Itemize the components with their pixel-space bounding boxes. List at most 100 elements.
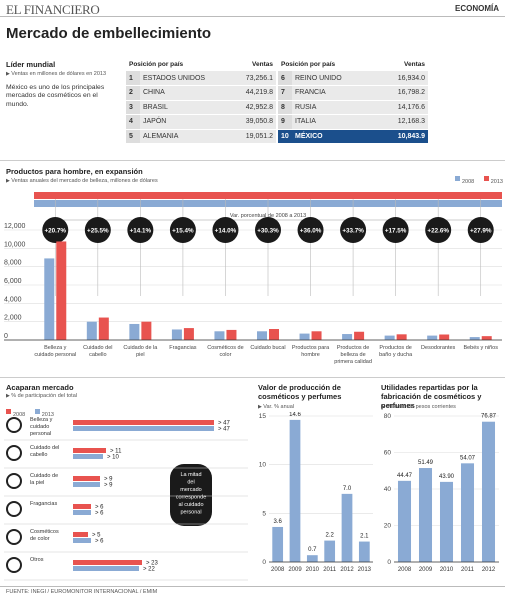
callout-bubble (170, 464, 212, 526)
y-tick-label: 6,000 (4, 278, 22, 285)
var-value: +22.6% (427, 228, 449, 235)
y-tick-label: 15 (259, 413, 267, 420)
bar-2013 (56, 241, 67, 340)
x-tick-label: Productos para (292, 345, 330, 351)
compact-icon (6, 529, 22, 545)
section-tag: ECONOMÍA (455, 4, 499, 13)
var-circle (382, 217, 409, 243)
var-circle (84, 217, 111, 243)
bar (324, 540, 336, 562)
x-tick-label: piel (136, 352, 145, 358)
rank-row: 4 JAPÓN 39,050.8 (126, 114, 276, 130)
bar-2008 (86, 321, 97, 340)
divider (0, 160, 505, 161)
bar-2008 (427, 335, 438, 340)
var-circle (212, 217, 239, 243)
x-tick-label: belleza de (341, 352, 366, 358)
sales-value: 42,952.8 (222, 100, 276, 115)
x-tick-label: Cuidado bucal (250, 345, 285, 351)
bar-2008 (299, 333, 310, 340)
sales-value: 39,050.8 (222, 114, 276, 130)
x-tick-label: Bebés y niños (463, 345, 498, 351)
comb-icon (6, 445, 22, 461)
leader-text: México es uno de los principales mercado… (6, 84, 105, 108)
data-label: 3.6 (273, 519, 282, 525)
bar-2013 (269, 329, 279, 340)
var-value: +14.0% (215, 228, 237, 235)
sales-value: 19,051.2 (222, 129, 276, 144)
bar-2013 (226, 329, 237, 340)
bar-2008 (73, 504, 91, 509)
hair-dryer-icon-shape (6, 417, 22, 433)
bar-2008 (171, 329, 182, 340)
hair-dryer-icon (6, 417, 22, 433)
var-value: +33.7% (342, 228, 364, 235)
bar-2013 (396, 334, 407, 340)
bar-2013 (141, 321, 152, 340)
legend-label-2013: 2013 (41, 412, 54, 418)
callout-text: del (187, 480, 194, 486)
bar-2013 (98, 317, 109, 340)
bar (418, 468, 433, 562)
bar-value: > 11 (110, 449, 122, 455)
x-tick-label: 2011 (323, 567, 337, 573)
category-label: Cosméticos (30, 529, 59, 535)
bar (439, 481, 454, 562)
divider (0, 377, 505, 378)
bar-2008 (73, 420, 214, 425)
jar-icon-shape (6, 473, 22, 489)
sales-value: 14,176.6 (374, 100, 428, 115)
x-tick-label: cuidado personal (34, 352, 76, 358)
country-name: JAPÓN (140, 114, 222, 130)
bar-2013 (439, 334, 450, 340)
rank-row: 9 ITALIA 12,168.3 (278, 114, 428, 130)
rank-number: 1 (126, 71, 140, 86)
source-footer: FUENTE: INEGI / EUROMONITOR INTERNACIONA… (6, 589, 158, 595)
legend-swatch-2013 (34, 409, 40, 415)
bar-2008 (73, 476, 100, 481)
sales-value: 73,256.1 (222, 71, 276, 86)
rank-row: 1 ESTADOS UNIDOS 73,256.1 (126, 71, 276, 86)
x-tick-label: 2009 (419, 567, 433, 573)
bar-2013 (311, 331, 322, 340)
country-name: ALEMANIA (140, 129, 222, 144)
series-band-2013 (34, 192, 502, 199)
bar (272, 526, 284, 562)
legend-label-2008: 2008 (462, 179, 475, 185)
x-tick-label: 2009 (288, 567, 302, 573)
jar-icon (6, 473, 22, 489)
bar-2013 (73, 454, 103, 459)
bar-2008 (214, 331, 225, 340)
rank-number: 6 (278, 71, 292, 86)
callout-text: corresponde (176, 495, 207, 501)
country-name: MÉXICO (292, 129, 374, 144)
production-value-chart: 0 5 10 15 3.6 2008 14.6 2009 0.7 2010 2.2 2011 7.0 20… (259, 412, 373, 573)
var-circle (467, 217, 494, 243)
var-value: +14.1% (130, 228, 152, 235)
country-name: CHINA (140, 85, 222, 101)
var-circle (425, 217, 452, 243)
leader-note: Ventas en millones de dólares en 2013 (6, 71, 106, 77)
x-tick-label: baño y ducha (379, 352, 413, 358)
rank-row: 3 BRASIL 42,952.8 (126, 100, 276, 115)
x-tick-label: 2008 (398, 567, 412, 573)
rank-number: 5 (126, 129, 140, 144)
x-tick-label: 2010 (306, 567, 320, 573)
data-label: 0.7 (308, 547, 317, 553)
var-value: +25.5% (87, 228, 109, 235)
rank-number: 7 (278, 85, 292, 101)
y-tick-label: 10 (259, 462, 267, 469)
y-tick-label: 20 (384, 523, 392, 530)
bar (341, 493, 353, 562)
callout-text: personal (180, 510, 201, 516)
var-value: +20.7% (44, 228, 66, 235)
rank-table-right: Posición por país Ventas 6 REINO UNIDO 16,9… (278, 57, 428, 144)
x-tick-label: Cuidado del (83, 345, 112, 351)
bar-2013 (73, 566, 139, 571)
rank-number: 2 (126, 85, 140, 101)
rank-number: 10 (278, 129, 292, 144)
perfume-icon-shape (6, 501, 22, 517)
sales-value: 10,843.9 (374, 129, 428, 144)
x-tick-label: 2013 (358, 567, 372, 573)
